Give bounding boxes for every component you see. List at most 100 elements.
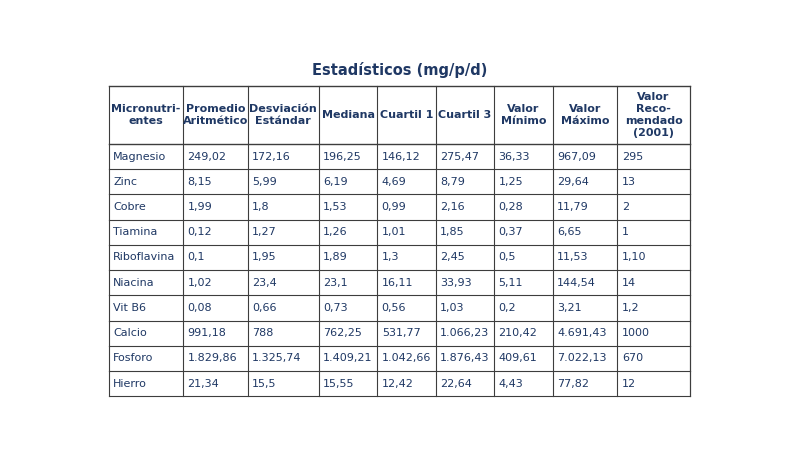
Text: Valor
Máximo: Valor Máximo	[560, 104, 609, 126]
Text: 1,27: 1,27	[252, 227, 277, 237]
Text: 6,65: 6,65	[557, 227, 581, 237]
Text: 1,99: 1,99	[187, 202, 212, 212]
Text: 0,66: 0,66	[252, 303, 277, 313]
Text: 144,54: 144,54	[557, 278, 596, 288]
Text: 16,11: 16,11	[382, 278, 413, 288]
Text: 1000: 1000	[622, 328, 650, 338]
Text: 991,18: 991,18	[187, 328, 226, 338]
Text: 12: 12	[622, 379, 636, 389]
Text: Cuartil 3: Cuartil 3	[439, 110, 491, 120]
Text: 2,16: 2,16	[440, 202, 465, 212]
Text: 33,93: 33,93	[440, 278, 472, 288]
Text: 5,11: 5,11	[499, 278, 523, 288]
Text: 11,53: 11,53	[557, 253, 589, 263]
Text: 1,03: 1,03	[440, 303, 465, 313]
Text: 11,79: 11,79	[557, 202, 589, 212]
Text: 0,99: 0,99	[382, 202, 406, 212]
Text: 210,42: 210,42	[499, 328, 538, 338]
Text: Estadísticos (mg/p/d): Estadísticos (mg/p/d)	[311, 62, 487, 78]
Text: 249,02: 249,02	[187, 152, 226, 162]
Text: Cuartil 1: Cuartil 1	[380, 110, 433, 120]
Text: 1.829,86: 1.829,86	[187, 354, 237, 364]
Text: 0,37: 0,37	[499, 227, 523, 237]
Text: 4,69: 4,69	[382, 177, 406, 187]
Text: 8,79: 8,79	[440, 177, 465, 187]
Text: 1,3: 1,3	[382, 253, 399, 263]
Text: 0,73: 0,73	[324, 303, 348, 313]
Text: 13: 13	[622, 177, 636, 187]
Text: 0,28: 0,28	[499, 202, 523, 212]
Text: 6,19: 6,19	[324, 177, 348, 187]
Text: 2: 2	[622, 202, 629, 212]
Text: 1,85: 1,85	[440, 227, 465, 237]
Text: Fosforo: Fosforo	[114, 354, 154, 364]
Text: 0,5: 0,5	[499, 253, 516, 263]
Text: 146,12: 146,12	[382, 152, 420, 162]
Text: 196,25: 196,25	[324, 152, 362, 162]
Text: 5,99: 5,99	[252, 177, 277, 187]
Text: 2,45: 2,45	[440, 253, 465, 263]
Text: 409,61: 409,61	[499, 354, 538, 364]
Text: 1,01: 1,01	[382, 227, 406, 237]
Text: 531,77: 531,77	[382, 328, 420, 338]
Text: 1.042,66: 1.042,66	[382, 354, 431, 364]
Text: Desviación
Estándar: Desviación Estándar	[250, 104, 317, 126]
Text: Valor
Mínimo: Valor Mínimo	[500, 104, 546, 126]
Text: 0,08: 0,08	[187, 303, 212, 313]
Text: 15,55: 15,55	[324, 379, 354, 389]
Text: 0,56: 0,56	[382, 303, 406, 313]
Text: 762,25: 762,25	[324, 328, 363, 338]
Text: 788: 788	[252, 328, 273, 338]
Text: 295: 295	[622, 152, 643, 162]
Text: 1,95: 1,95	[252, 253, 277, 263]
Text: Niacina: Niacina	[114, 278, 155, 288]
Text: 172,16: 172,16	[252, 152, 291, 162]
Text: 77,82: 77,82	[557, 379, 589, 389]
Text: Magnesio: Magnesio	[114, 152, 166, 162]
Text: 1.325,74: 1.325,74	[252, 354, 302, 364]
Text: 1,8: 1,8	[252, 202, 270, 212]
Text: 1,53: 1,53	[324, 202, 348, 212]
Text: 36,33: 36,33	[499, 152, 530, 162]
Text: 670: 670	[622, 354, 643, 364]
Text: 3,21: 3,21	[557, 303, 581, 313]
Text: 967,09: 967,09	[557, 152, 596, 162]
Text: Micronutri-
entes: Micronutri- entes	[111, 104, 181, 126]
Text: Vit B6: Vit B6	[114, 303, 146, 313]
Text: 8,15: 8,15	[187, 177, 212, 187]
Text: 0,2: 0,2	[499, 303, 517, 313]
Text: Cobre: Cobre	[114, 202, 146, 212]
Text: Tiamina: Tiamina	[114, 227, 157, 237]
Text: Zinc: Zinc	[114, 177, 137, 187]
Text: 21,34: 21,34	[187, 379, 219, 389]
Text: 1,2: 1,2	[622, 303, 639, 313]
Text: Hierro: Hierro	[114, 379, 147, 389]
Text: Mediana: Mediana	[322, 110, 375, 120]
Text: Calcio: Calcio	[114, 328, 147, 338]
Text: 0,12: 0,12	[187, 227, 212, 237]
Text: 1: 1	[622, 227, 629, 237]
Text: Promedio
Aritmético: Promedio Aritmético	[182, 104, 248, 126]
Text: 1,89: 1,89	[324, 253, 348, 263]
Text: 4,43: 4,43	[499, 379, 523, 389]
Text: Riboflavina: Riboflavina	[114, 253, 176, 263]
Text: 1.876,43: 1.876,43	[440, 354, 490, 364]
Text: 1,25: 1,25	[499, 177, 523, 187]
Text: 29,64: 29,64	[557, 177, 589, 187]
Text: 275,47: 275,47	[440, 152, 479, 162]
Text: 1,26: 1,26	[324, 227, 348, 237]
Text: 12,42: 12,42	[382, 379, 414, 389]
Text: 15,5: 15,5	[252, 379, 277, 389]
Text: 0,1: 0,1	[187, 253, 205, 263]
Text: 7.022,13: 7.022,13	[557, 354, 607, 364]
Text: 1,02: 1,02	[187, 278, 212, 288]
Text: 1.066,23: 1.066,23	[440, 328, 489, 338]
Text: 1.409,21: 1.409,21	[324, 354, 373, 364]
Text: 23,4: 23,4	[252, 278, 277, 288]
Text: Valor
Reco-
mendado
(2001): Valor Reco- mendado (2001)	[624, 92, 682, 138]
Text: 14: 14	[622, 278, 636, 288]
Text: 4.691,43: 4.691,43	[557, 328, 607, 338]
Text: 22,64: 22,64	[440, 379, 472, 389]
Text: 23,1: 23,1	[324, 278, 348, 288]
Text: 1,10: 1,10	[622, 253, 646, 263]
